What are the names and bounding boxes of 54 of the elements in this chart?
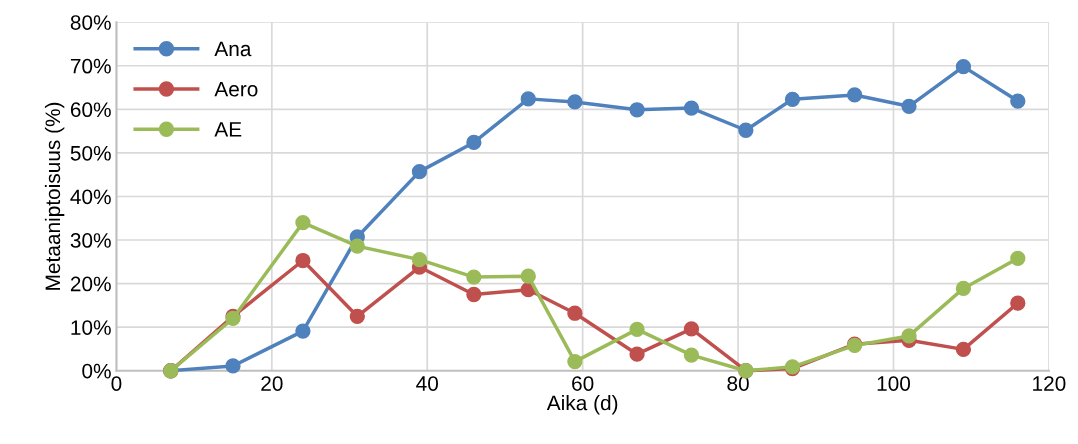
point <box>295 252 311 269</box>
point <box>411 163 428 180</box>
x-tick-label: 100 <box>877 376 911 391</box>
point <box>738 122 754 138</box>
point <box>955 341 972 358</box>
x-tick-label: 80 <box>727 376 749 391</box>
point <box>683 347 700 363</box>
x-tick-label: 60 <box>572 376 594 391</box>
y-tick-label: 70% <box>70 58 111 74</box>
point <box>349 308 365 324</box>
point <box>466 269 482 285</box>
point <box>1010 295 1026 311</box>
point <box>520 268 536 284</box>
y-tick-label: 20% <box>70 276 111 292</box>
point <box>784 91 801 107</box>
y-tick-label: 30% <box>70 233 111 248</box>
point <box>901 328 917 344</box>
legend-label: Ana <box>214 41 252 57</box>
legend-label: Aero <box>214 81 258 97</box>
point <box>295 214 311 231</box>
point <box>349 238 365 254</box>
y-tick-label: 40% <box>70 189 111 205</box>
x-tick-label: 40 <box>416 376 439 391</box>
y-tick-label: 80% <box>70 15 111 30</box>
point <box>520 91 536 107</box>
point <box>846 87 863 103</box>
point <box>411 252 428 268</box>
point <box>683 321 700 337</box>
point <box>567 305 583 321</box>
point <box>466 286 482 303</box>
y-tick-label: 0% <box>82 363 111 379</box>
point <box>629 321 645 337</box>
point <box>955 58 972 75</box>
point <box>225 358 241 374</box>
x-tick-label: 20 <box>261 376 283 391</box>
point <box>1010 93 1026 109</box>
x-axis-title: Aika (d) <box>546 395 618 415</box>
y-tick-label: 10% <box>71 320 111 335</box>
legend-label: AE <box>214 122 242 137</box>
y-tick-label: 50% <box>70 145 111 161</box>
point <box>567 94 583 110</box>
point <box>1010 250 1026 266</box>
point <box>629 346 645 362</box>
x-tick-label: 120 <box>1033 376 1066 391</box>
point <box>629 102 645 118</box>
point <box>955 280 972 297</box>
point <box>466 134 482 151</box>
point <box>567 353 583 370</box>
point <box>683 100 700 116</box>
y-tick-label: 60% <box>70 102 111 118</box>
point <box>295 323 311 339</box>
point <box>901 98 917 114</box>
y-axis-title: Metaaniptoisuus (%) <box>44 102 65 290</box>
x-tick-label: 0 <box>111 376 122 391</box>
